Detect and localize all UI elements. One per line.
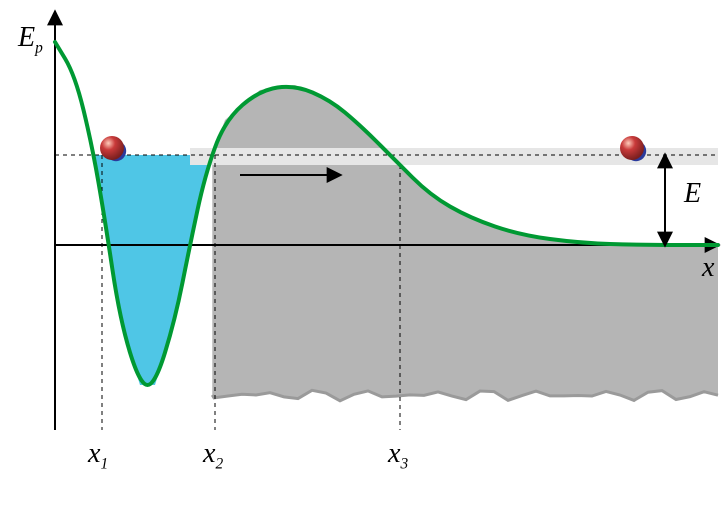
label-x1: x1 [88, 438, 108, 474]
particle-front-0 [100, 136, 124, 160]
label-x-axis: x [702, 252, 714, 284]
diagram-svg [0, 0, 728, 521]
particle-front-1 [620, 136, 644, 160]
label-E: E [684, 178, 701, 210]
label-Ep: Ep [18, 22, 43, 58]
label-x2: x2 [203, 438, 223, 474]
label-x3: x3 [388, 438, 408, 474]
